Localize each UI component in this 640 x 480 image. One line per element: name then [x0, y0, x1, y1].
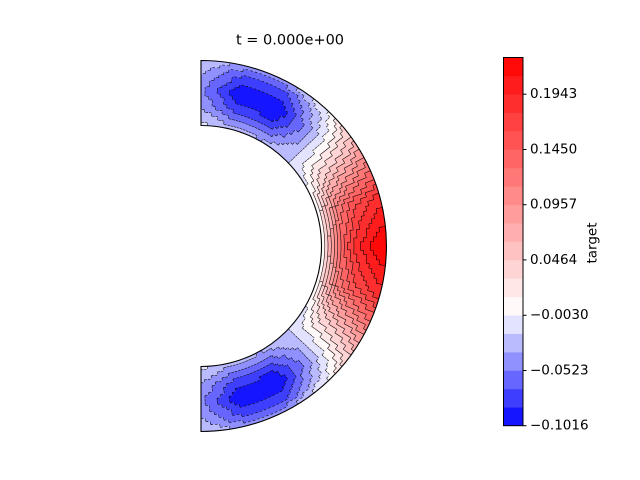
- colorbar-cell-16: [503, 112, 523, 132]
- colorbar-cell-15: [503, 131, 523, 150]
- colorbar-cell-7: [503, 278, 523, 298]
- colorbar-tick-label: −0.0030: [530, 307, 589, 323]
- colorbar-cell-10: [503, 223, 523, 242]
- colorbar-cell-6: [503, 296, 523, 316]
- colorbar-cell-13: [503, 167, 523, 187]
- colorbar-tick-marks: [523, 93, 527, 427]
- contour-lines-positive: [309, 118, 386, 374]
- colorbar-tick-label: −0.0523: [530, 363, 589, 379]
- colorbar-cell-0: [503, 407, 523, 426]
- colorbar-cell-3: [503, 352, 523, 371]
- colorbar-cell-19: [503, 57, 523, 77]
- colorbar-cell-2: [503, 370, 523, 390]
- colorbar-cell-14: [503, 149, 523, 169]
- colorbar-border: [503, 57, 524, 427]
- contour-lines-negative: [200, 62, 331, 430]
- colorbar-tick-label: 0.0957: [530, 197, 577, 213]
- colorbar-axis-label: target: [585, 222, 601, 263]
- colorbar-tick-label: −0.1016: [530, 418, 589, 434]
- colorbar-cell-18: [503, 75, 523, 95]
- colorbar-tick-label: 0.0464: [530, 252, 577, 268]
- domain-outline: [200, 59, 388, 433]
- colorbar-tick-label: 0.1943: [530, 86, 577, 102]
- colorbar-cell-9: [503, 241, 523, 261]
- colorbar-cells: [503, 57, 524, 427]
- colorbar-cell-5: [503, 315, 523, 334]
- colorbar-cell-17: [503, 94, 523, 114]
- colorbar-tick-label: 0.1450: [530, 141, 577, 157]
- colorbar: 0.1943 0.1450 0.0957 0.0464 −0.0030 −0.0…: [503, 57, 601, 434]
- colorbar-cell-4: [503, 333, 523, 353]
- colorbar-cell-11: [503, 204, 523, 224]
- contour-lines: [200, 62, 386, 430]
- colorbar-cell-12: [503, 186, 523, 206]
- plot-title: t = 0.000e+00: [236, 33, 344, 49]
- colorbar-cell-1: [503, 388, 523, 408]
- colorbar-cell-8: [503, 260, 523, 279]
